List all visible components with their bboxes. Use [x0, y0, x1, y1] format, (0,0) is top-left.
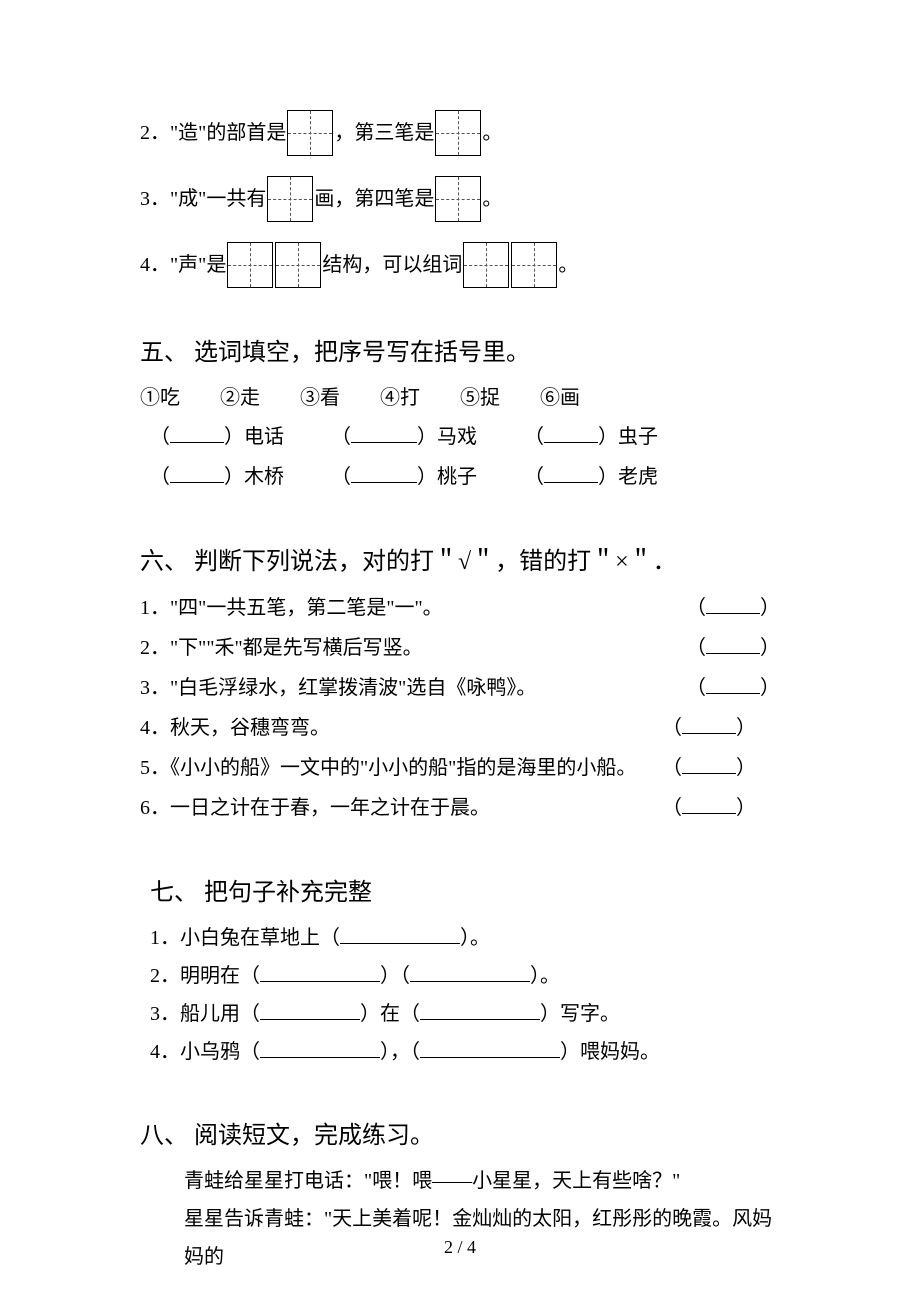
section5-options: ①吃 ②走 ③看 ④打 ⑤捉 ⑥画 [140, 379, 780, 417]
blank [170, 462, 224, 483]
choice-item: （）老虎 [524, 457, 658, 497]
judge-paren: （） [662, 788, 756, 828]
blank [706, 633, 760, 654]
tianzi-box [227, 242, 273, 288]
tianzi-box [275, 242, 321, 288]
q3-mid: 画，第四笔是 [314, 176, 434, 222]
i4-pre: 4．小乌鸦（ [150, 1041, 260, 1063]
q2-line: 2．"造"的部首是 ，第三笔是 。 [140, 110, 780, 156]
judge-paren: （） [686, 628, 780, 668]
i2-post: ）。 [530, 965, 560, 987]
choice-label: 桃子 [437, 466, 477, 488]
q3-pre: 3．"成"一共有 [140, 176, 266, 222]
choice-label: 虫子 [618, 426, 658, 448]
i3-pre: 3．船儿用（ [150, 1003, 260, 1025]
judge-item: 6．一日之计在于春，一年之计在于晨。 （） [140, 788, 780, 828]
blank [706, 673, 760, 694]
judge-stmt: 2．"下""禾"都是先写横后写竖。 [140, 628, 423, 668]
i4-post: ）喂妈妈。 [560, 1041, 660, 1063]
tianzi-box [287, 110, 333, 156]
q4-pre: 4．"声"是 [140, 242, 226, 288]
judge-item: 1．"四"一共五笔，第二笔是"一"。 （） [140, 588, 780, 628]
q2-post: 。 [482, 110, 502, 156]
blank [682, 753, 736, 774]
tianzi-box [435, 110, 481, 156]
choice-item: （）桃子 [331, 457, 477, 497]
sec7-item2: 2．明明在（ ）（ ）。 [140, 957, 780, 995]
choice-item: （）电话 [150, 417, 284, 457]
i1-post: ）。 [460, 927, 490, 949]
tianzi-box [511, 242, 557, 288]
q4-mid: 结构，可以组词 [322, 242, 462, 288]
page-footer: 2 / 4 [0, 1237, 920, 1258]
sec7-item1: 1．小白兔在草地上（ ）。 [140, 919, 780, 957]
sec7-item3: 3．船儿用（ ）在（ ）写字。 [140, 995, 780, 1033]
blank [351, 462, 417, 483]
judge-item: 4．秋天，谷穗弯弯。 （） [140, 708, 780, 748]
q3-line: 3．"成"一共有 画，第四笔是 。 [140, 176, 780, 222]
i2-pre: 2．明明在（ [150, 965, 260, 987]
blank [410, 961, 530, 982]
choice-label: 电话 [244, 426, 284, 448]
judge-paren: （） [662, 748, 756, 788]
judge-paren: （） [686, 588, 780, 628]
judge-paren: （） [686, 668, 780, 708]
blank [682, 793, 736, 814]
q2-mid: ，第三笔是 [334, 110, 434, 156]
judge-stmt: 3．"白毛浮绿水，红掌拨清波"选自《咏鸭》。 [140, 668, 536, 708]
blank [351, 422, 417, 443]
blank [260, 1037, 380, 1058]
q2-pre: 2．"造"的部首是 [140, 110, 286, 156]
judge-item: 2．"下""禾"都是先写横后写竖。 （） [140, 628, 780, 668]
blank [260, 999, 360, 1020]
blank [420, 999, 540, 1020]
blank [544, 462, 598, 483]
blank [706, 593, 760, 614]
judge-paren: （） [662, 708, 756, 748]
q3-post: 。 [482, 176, 502, 222]
tianzi-box [267, 176, 313, 222]
judge-item: 5．《小小的船》一文中的"小小的船"指的是海里的小船。 （） [140, 748, 780, 788]
page: 2．"造"的部首是 ，第三笔是 。 3．"成"一共有 画，第四笔是 。 4．"声… [0, 0, 920, 1302]
section6-title: 六、 判断下列说法，对的打＂√＂，错的打＂×＂． [140, 541, 780, 576]
i1-pre: 1．小白兔在草地上（ [150, 927, 340, 949]
i3-post: ）写字。 [540, 1003, 620, 1025]
tianzi-box [463, 242, 509, 288]
judge-item: 3．"白毛浮绿水，红掌拨清波"选自《咏鸭》。 （） [140, 668, 780, 708]
blank [544, 422, 598, 443]
section8-title: 八、 阅读短文，完成练习。 [140, 1115, 780, 1150]
section7-title: 七、 把句子补充完整 [140, 872, 780, 907]
section5-row2: （）木桥 （）桃子 （）老虎 [140, 457, 780, 497]
section5-title: 五、 选词填空，把序号写在括号里。 [140, 332, 780, 367]
q4-line: 4．"声"是 结构，可以组词 。 [140, 242, 780, 288]
blank [170, 422, 224, 443]
judge-stmt: 6．一日之计在于春，一年之计在于晨。 [140, 788, 490, 828]
blank [340, 923, 460, 944]
section5-row1: （）电话 （）马戏 （）虫子 [140, 417, 780, 457]
i4-mid: ），（ [380, 1041, 420, 1063]
i3-mid: ）在（ [360, 1003, 420, 1025]
blank [260, 961, 380, 982]
q4-post: 。 [558, 242, 578, 288]
tianzi-box [435, 176, 481, 222]
blank [420, 1037, 560, 1058]
judge-stmt: 1．"四"一共五笔，第二笔是"一"。 [140, 588, 443, 628]
sec8-p1: 青蛙给星星打电话："喂！喂——小星星，天上有些啥？" [140, 1162, 780, 1200]
sec7-item4: 4．小乌鸦（ ），（ ）喂妈妈。 [140, 1033, 780, 1071]
judge-stmt: 4．秋天，谷穗弯弯。 [140, 708, 330, 748]
blank [682, 713, 736, 734]
choice-label: 老虎 [618, 466, 658, 488]
choice-item: （）虫子 [524, 417, 658, 457]
i2-mid: ）（ [380, 965, 410, 987]
choice-label: 马戏 [437, 426, 477, 448]
choice-label: 木桥 [244, 466, 284, 488]
choice-item: （）木桥 [150, 457, 284, 497]
judge-stmt: 5．《小小的船》一文中的"小小的船"指的是海里的小船。 [140, 748, 636, 788]
choice-item: （）马戏 [331, 417, 477, 457]
